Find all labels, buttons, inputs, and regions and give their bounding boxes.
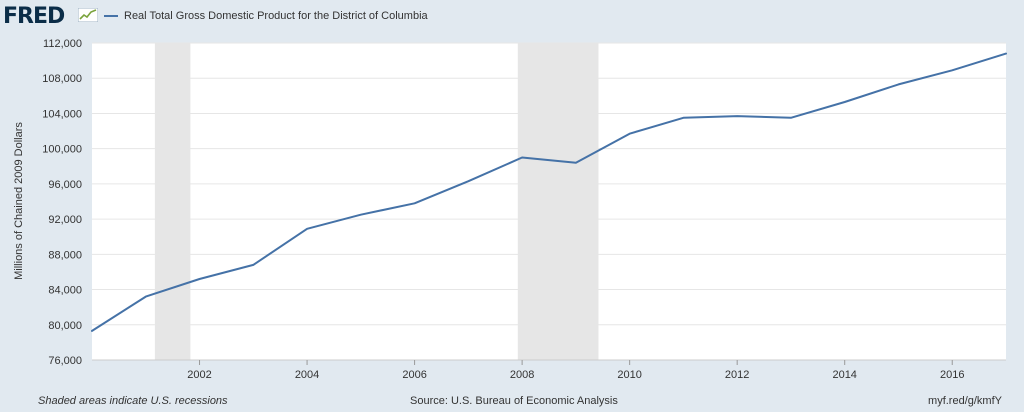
x-tick-label: 2010 bbox=[617, 369, 641, 381]
source-text: Source: U.S. Bureau of Economic Analysis bbox=[410, 395, 618, 407]
y-tick-label: 80,000 bbox=[48, 320, 82, 332]
x-tick-label: 2006 bbox=[402, 369, 426, 381]
x-tick-label: 2012 bbox=[725, 369, 749, 381]
y-tick-label: 108,000 bbox=[42, 73, 82, 85]
x-tick-label: 2008 bbox=[510, 369, 534, 381]
short-url-link[interactable]: myf.red/g/kmfY bbox=[928, 395, 1002, 407]
x-tick-label: 2002 bbox=[187, 369, 211, 381]
y-tick-label: 76,000 bbox=[48, 355, 82, 367]
y-axis-title: Millions of Chained 2009 Dollars bbox=[13, 122, 25, 280]
fred-chart-line-icon bbox=[78, 8, 98, 22]
legend: Real Total Gross Domestic Product for th… bbox=[104, 10, 428, 22]
x-tick-label: 2014 bbox=[832, 369, 856, 381]
x-tick-label: 2004 bbox=[295, 369, 319, 381]
y-tick-label: 88,000 bbox=[48, 249, 82, 261]
recession-band bbox=[517, 43, 599, 360]
recession-band bbox=[154, 43, 191, 360]
y-tick-label: 104,000 bbox=[42, 108, 82, 120]
y-tick-label: 96,000 bbox=[48, 179, 82, 191]
recession-bands bbox=[154, 43, 599, 360]
series-line bbox=[91, 52, 1007, 332]
y-axis-ticks: 76,000 80,000 84,000 88,000 92,000 96,000 100,… bbox=[42, 38, 82, 367]
fred-logo[interactable]: FRED bbox=[3, 4, 65, 29]
legend-swatch bbox=[104, 15, 118, 17]
y-tick-label: 112,000 bbox=[43, 38, 82, 50]
x-tick-label: 2016 bbox=[940, 369, 964, 381]
x-axis-ticks: 2002 2004 2006 2008 2010 2012 2014 2016 bbox=[187, 360, 964, 381]
legend-label: Real Total Gross Domestic Product for th… bbox=[124, 10, 428, 22]
y-tick-label: 100,000 bbox=[42, 144, 82, 156]
y-tick-label: 92,000 bbox=[48, 214, 82, 226]
y-tick-label: 84,000 bbox=[48, 285, 82, 297]
chart-header: FRED Real Total Gross Domestic Product f… bbox=[0, 0, 1024, 36]
grid bbox=[92, 42, 1006, 361]
series-lines bbox=[91, 52, 1007, 332]
recession-note: Shaded areas indicate U.S. recessions bbox=[38, 395, 228, 407]
